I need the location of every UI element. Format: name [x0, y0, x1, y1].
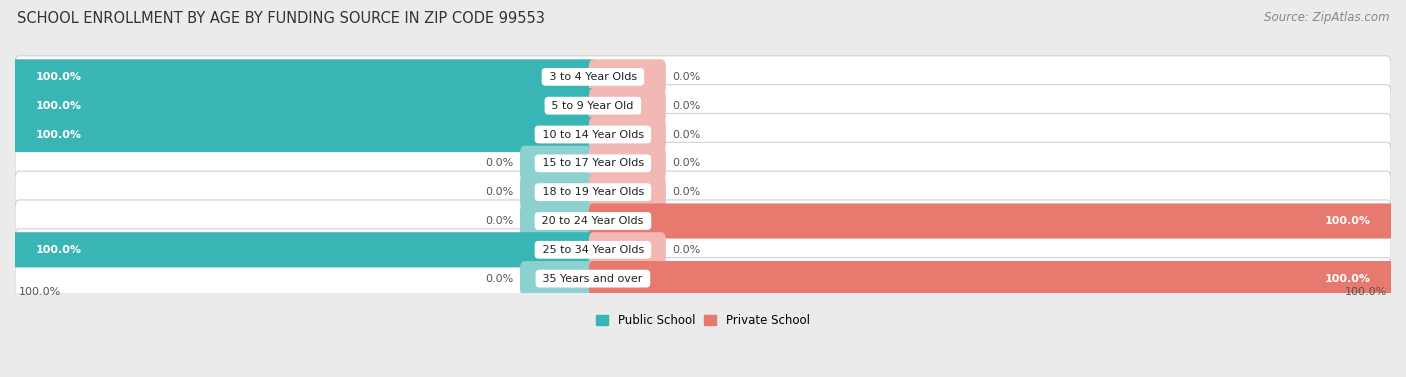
FancyBboxPatch shape: [15, 229, 1391, 271]
Text: 10 to 14 Year Olds: 10 to 14 Year Olds: [538, 130, 647, 139]
Text: 0.0%: 0.0%: [672, 72, 702, 82]
FancyBboxPatch shape: [589, 261, 1395, 296]
FancyBboxPatch shape: [11, 232, 598, 267]
FancyBboxPatch shape: [15, 142, 1391, 184]
Legend: Public School, Private School: Public School, Private School: [592, 309, 814, 332]
FancyBboxPatch shape: [589, 88, 666, 123]
Text: 100.0%: 100.0%: [35, 245, 82, 255]
FancyBboxPatch shape: [15, 85, 1391, 127]
Text: 100.0%: 100.0%: [35, 101, 82, 111]
Text: 25 to 34 Year Olds: 25 to 34 Year Olds: [538, 245, 647, 255]
FancyBboxPatch shape: [520, 175, 598, 210]
Text: 100.0%: 100.0%: [35, 130, 82, 139]
FancyBboxPatch shape: [589, 59, 666, 95]
Text: 15 to 17 Year Olds: 15 to 17 Year Olds: [538, 158, 647, 169]
FancyBboxPatch shape: [520, 146, 598, 181]
FancyBboxPatch shape: [589, 146, 666, 181]
FancyBboxPatch shape: [15, 257, 1391, 300]
Text: 0.0%: 0.0%: [672, 130, 702, 139]
Text: 100.0%: 100.0%: [35, 72, 82, 82]
FancyBboxPatch shape: [520, 204, 598, 239]
Text: 0.0%: 0.0%: [672, 158, 702, 169]
Text: 5 to 9 Year Old: 5 to 9 Year Old: [548, 101, 637, 111]
Text: SCHOOL ENROLLMENT BY AGE BY FUNDING SOURCE IN ZIP CODE 99553: SCHOOL ENROLLMENT BY AGE BY FUNDING SOUR…: [17, 11, 544, 26]
FancyBboxPatch shape: [11, 88, 598, 123]
FancyBboxPatch shape: [15, 171, 1391, 213]
Text: 0.0%: 0.0%: [485, 216, 513, 226]
FancyBboxPatch shape: [15, 113, 1391, 156]
FancyBboxPatch shape: [11, 117, 598, 152]
Text: 35 Years and over: 35 Years and over: [540, 274, 647, 284]
FancyBboxPatch shape: [520, 261, 598, 296]
Text: Source: ZipAtlas.com: Source: ZipAtlas.com: [1264, 11, 1389, 24]
Text: 100.0%: 100.0%: [1344, 287, 1386, 297]
Text: 0.0%: 0.0%: [485, 158, 513, 169]
Text: 20 to 24 Year Olds: 20 to 24 Year Olds: [538, 216, 647, 226]
Text: 0.0%: 0.0%: [485, 187, 513, 197]
FancyBboxPatch shape: [589, 232, 666, 267]
Text: 100.0%: 100.0%: [1324, 216, 1371, 226]
FancyBboxPatch shape: [15, 56, 1391, 98]
Text: 0.0%: 0.0%: [672, 245, 702, 255]
Text: 0.0%: 0.0%: [485, 274, 513, 284]
Text: 100.0%: 100.0%: [20, 287, 62, 297]
Text: 0.0%: 0.0%: [672, 101, 702, 111]
FancyBboxPatch shape: [15, 200, 1391, 242]
Text: 18 to 19 Year Olds: 18 to 19 Year Olds: [538, 187, 647, 197]
Text: 100.0%: 100.0%: [1324, 274, 1371, 284]
FancyBboxPatch shape: [589, 204, 1395, 239]
Text: 3 to 4 Year Olds: 3 to 4 Year Olds: [546, 72, 640, 82]
Text: 0.0%: 0.0%: [672, 187, 702, 197]
FancyBboxPatch shape: [11, 59, 598, 95]
FancyBboxPatch shape: [589, 175, 666, 210]
FancyBboxPatch shape: [589, 117, 666, 152]
